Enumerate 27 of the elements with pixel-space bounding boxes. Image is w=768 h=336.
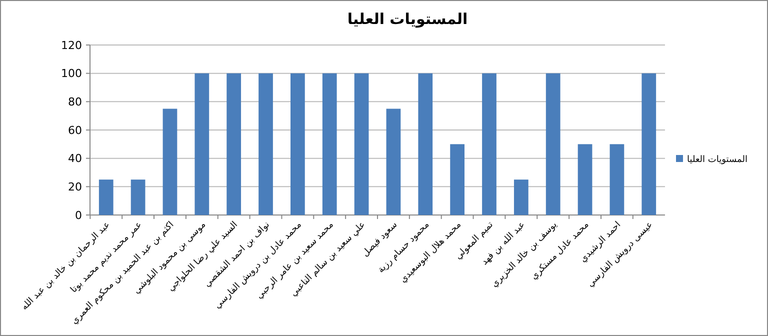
legend-label: المستويات العليا [687, 155, 748, 166]
bar [610, 144, 624, 215]
bar [290, 73, 305, 215]
bar [162, 108, 178, 215]
bar [226, 73, 242, 215]
bar [578, 144, 592, 215]
y-tick-label: 60 [68, 124, 82, 137]
bar [258, 73, 273, 215]
bar [546, 73, 560, 215]
bar [194, 73, 210, 215]
bar [354, 73, 369, 215]
bar [482, 73, 496, 215]
y-tick-label: 40 [68, 152, 82, 166]
bar [322, 73, 337, 215]
y-tick-label: 20 [68, 180, 82, 194]
y-tick-label: 120 [61, 38, 82, 52]
bar [642, 73, 656, 215]
bar [130, 180, 146, 215]
bar [386, 108, 401, 215]
y-tick-label: 0 [75, 208, 82, 222]
bar [418, 73, 433, 215]
bar [450, 144, 464, 215]
chart-title: المستويات العليا [347, 10, 468, 28]
bar [98, 180, 114, 215]
y-tick-label: 80 [68, 96, 82, 109]
y-tick-label: 100 [61, 67, 82, 80]
bar [514, 180, 528, 215]
